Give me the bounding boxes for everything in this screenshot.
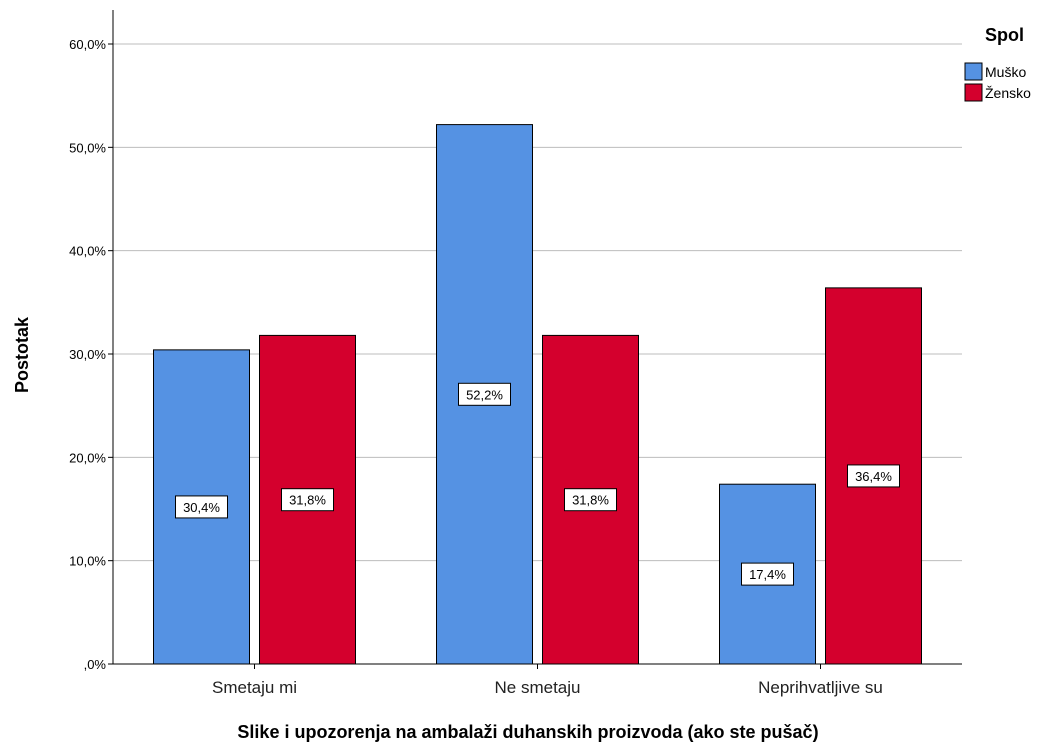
data-label-text: 52,2% — [466, 387, 503, 402]
bars — [153, 124, 922, 665]
y-tick-label: 50,0% — [69, 140, 106, 155]
y-tick-label: 10,0% — [69, 554, 106, 569]
data-label-box — [741, 562, 794, 586]
legend-swatch — [964, 83, 983, 102]
x-axis-title: Slike i upozorenja na ambalaži duhanskih… — [237, 722, 818, 742]
y-tick-label: ,0% — [84, 657, 107, 672]
data-label-box — [847, 464, 900, 488]
y-tick-label: 60,0% — [69, 37, 106, 52]
x-tick-label: Neprihvatljive su — [758, 678, 883, 697]
y-tick-label: 40,0% — [69, 244, 106, 259]
data-label: 30,4% — [175, 495, 228, 519]
y-axis-title: Postotak — [12, 316, 32, 393]
data-label-box — [458, 382, 511, 406]
data-label-text: 36,4% — [855, 469, 892, 484]
data-label-text: 17,4% — [749, 567, 786, 582]
data-label-box — [281, 488, 334, 512]
x-tick-label: Ne smetaju — [495, 678, 581, 697]
data-label: 36,4% — [847, 464, 900, 488]
data-label: 17,4% — [741, 562, 794, 586]
y-axis-ticks: ,0% 10,0% 20,0% 30,0% 40,0% 50,0% 60,0% — [69, 37, 113, 672]
legend-label: Žensko — [985, 85, 1031, 101]
data-label-text: 30,4% — [183, 500, 220, 515]
data-label: 31,8% — [281, 488, 334, 512]
legend-item: Muško — [964, 62, 1026, 81]
x-axis-ticks: Smetaju mi Ne smetaju Neprihvatljive su — [212, 664, 883, 697]
y-tick-label: 30,0% — [69, 347, 106, 362]
data-label-box — [175, 495, 228, 519]
data-label-text: 31,8% — [572, 493, 609, 508]
data-label-box — [564, 488, 617, 512]
legend-title: Spol — [985, 25, 1024, 45]
legend-swatch — [964, 62, 983, 81]
data-labels: 30,4% 31,8% 52,2% 31,8% 17,4% 36,4% — [175, 382, 900, 586]
legend: Spol Muško Žensko — [964, 25, 1031, 102]
data-label: 52,2% — [458, 382, 511, 406]
data-label: 31,8% — [564, 488, 617, 512]
legend-label: Muško — [985, 64, 1026, 80]
gridlines — [113, 43, 962, 562]
data-label-text: 31,8% — [289, 493, 326, 508]
x-tick-label: Smetaju mi — [212, 678, 297, 697]
legend-item: Žensko — [964, 83, 1031, 102]
y-tick-label: 20,0% — [69, 450, 106, 465]
